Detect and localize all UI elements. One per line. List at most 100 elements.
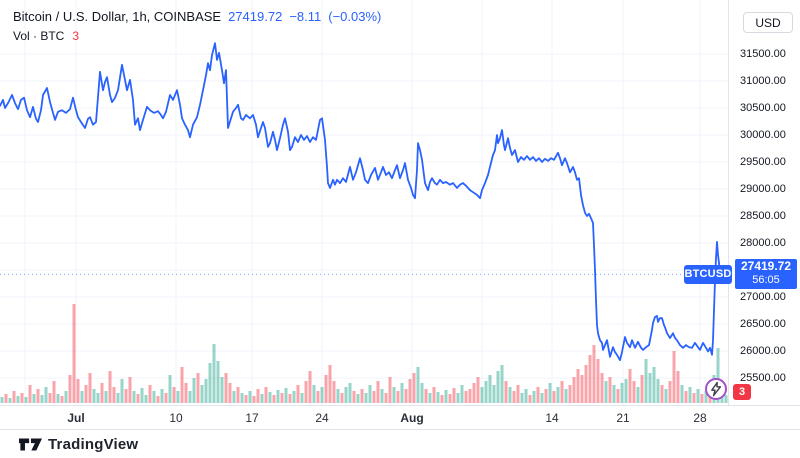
volume-bar [456, 393, 460, 403]
volume-bar [0, 397, 4, 403]
time-tick-label: 28 [693, 411, 707, 425]
volume-bar [420, 383, 424, 403]
volume-bar [480, 387, 484, 403]
time-tick-label: 21 [616, 411, 630, 425]
volume-bar [484, 381, 488, 403]
volume-bar [252, 396, 256, 403]
volume-bar [108, 371, 112, 403]
volume-bar [476, 377, 480, 403]
volume-bar [532, 391, 536, 403]
volume-bar [268, 392, 272, 403]
volume-indicator-label[interactable]: Vol · BTC [13, 29, 65, 43]
volume-bar [424, 389, 428, 403]
price-chart-canvas[interactable] [0, 0, 728, 405]
price-tick-label: 27000.00 [740, 291, 786, 303]
current-price-text: 27419.72 [740, 259, 792, 274]
symbol-title[interactable]: Bitcoin / U.S. Dollar, 1h, COINBASE [13, 9, 222, 24]
volume-bar [692, 393, 696, 403]
volume-bar [564, 389, 568, 403]
volume-bar [556, 387, 560, 403]
volume-bar [428, 393, 432, 403]
volume-bar [24, 397, 28, 403]
volume-bar [612, 385, 616, 403]
volume-bar [364, 393, 368, 403]
volume-bar [632, 381, 636, 403]
volume-bar [240, 393, 244, 403]
volume-bar [544, 389, 548, 403]
volume-bar [304, 381, 308, 403]
volume-bar [588, 355, 592, 403]
volume-bar [148, 385, 152, 403]
volume-bar [520, 393, 524, 403]
volume-bar [244, 395, 248, 403]
volume-bar [492, 385, 496, 403]
volume-bar [368, 385, 372, 403]
volume-bar [548, 383, 552, 403]
volume-bar [48, 393, 52, 403]
volume-bar [236, 387, 240, 403]
volume-bar [328, 365, 332, 403]
volume-bar [388, 377, 392, 403]
volume-bar [324, 375, 328, 403]
volume-bar [116, 393, 120, 403]
lightning-alert-icon[interactable] [704, 377, 728, 401]
volume-bar [628, 369, 632, 403]
chart-legend: Bitcoin / U.S. Dollar, 1h, COINBASE 27419… [13, 9, 381, 43]
volume-bar [200, 385, 204, 403]
volume-bar [76, 379, 80, 403]
volume-bar [496, 371, 500, 403]
alert-count-badge[interactable]: 3 [733, 384, 751, 400]
price-axis[interactable]: 27419.72 56:05 31500.00 31000.00 30500.00 3… [728, 0, 800, 405]
time-tick-label: Jul [67, 411, 85, 425]
volume-bar [92, 389, 96, 403]
volume-bar [60, 396, 64, 403]
volume-bar [272, 395, 276, 403]
volume-bar [584, 365, 588, 403]
tradingview-logo[interactable]: TradingView [19, 436, 138, 454]
time-axis[interactable]: Jul 10 17 24 Aug 14 21 28 [0, 405, 800, 430]
time-tick-label: 14 [545, 411, 559, 425]
price-tick-label: 31000.00 [740, 75, 786, 87]
volume-bar [136, 394, 140, 403]
price-tick-label: 31500.00 [740, 48, 786, 60]
currency-toggle-button[interactable]: USD [743, 12, 793, 33]
volume-bar [84, 385, 88, 403]
legend-symbol-row: Bitcoin / U.S. Dollar, 1h, COINBASE 27419… [13, 9, 381, 24]
volume-bar [100, 383, 104, 403]
volume-bar [284, 388, 288, 403]
volume-bar [360, 389, 364, 403]
volume-bar [264, 387, 268, 403]
volume-bar [112, 387, 116, 403]
volume-bar [188, 391, 192, 403]
volume-bar [64, 391, 68, 403]
volume-bar [156, 396, 160, 403]
volume-bar [316, 391, 320, 403]
volume-bar [312, 385, 316, 403]
volume-bar [636, 387, 640, 403]
volume-bar [300, 393, 304, 403]
volume-bar [684, 391, 688, 403]
volume-bar [432, 387, 436, 403]
volume-bar [164, 393, 168, 403]
volume-bar [552, 391, 556, 403]
last-price-value: 27419.72 [228, 9, 283, 24]
volume-bar [4, 394, 8, 403]
volume-bar [224, 373, 228, 403]
volume-bar [528, 395, 532, 403]
volume-bar [256, 389, 260, 403]
price-change-value: −8.11 [289, 9, 322, 24]
volume-bar [372, 391, 376, 403]
volume-bar [688, 387, 692, 403]
price-change-percent: (−0.03%) [328, 9, 382, 24]
volume-bar [196, 373, 200, 403]
volume-bar [408, 379, 412, 403]
volume-bar [80, 391, 84, 403]
volume-bar [620, 383, 624, 403]
chart-pane[interactable]: Bitcoin / U.S. Dollar, 1h, COINBASE 27419… [0, 0, 732, 405]
volume-bar [332, 381, 336, 403]
volume-bar [600, 373, 604, 403]
volume-bar [656, 379, 660, 403]
attribution-footer: TradingView [0, 429, 800, 458]
bar-countdown-text: 56:05 [752, 274, 780, 287]
volume-bar [260, 394, 264, 403]
